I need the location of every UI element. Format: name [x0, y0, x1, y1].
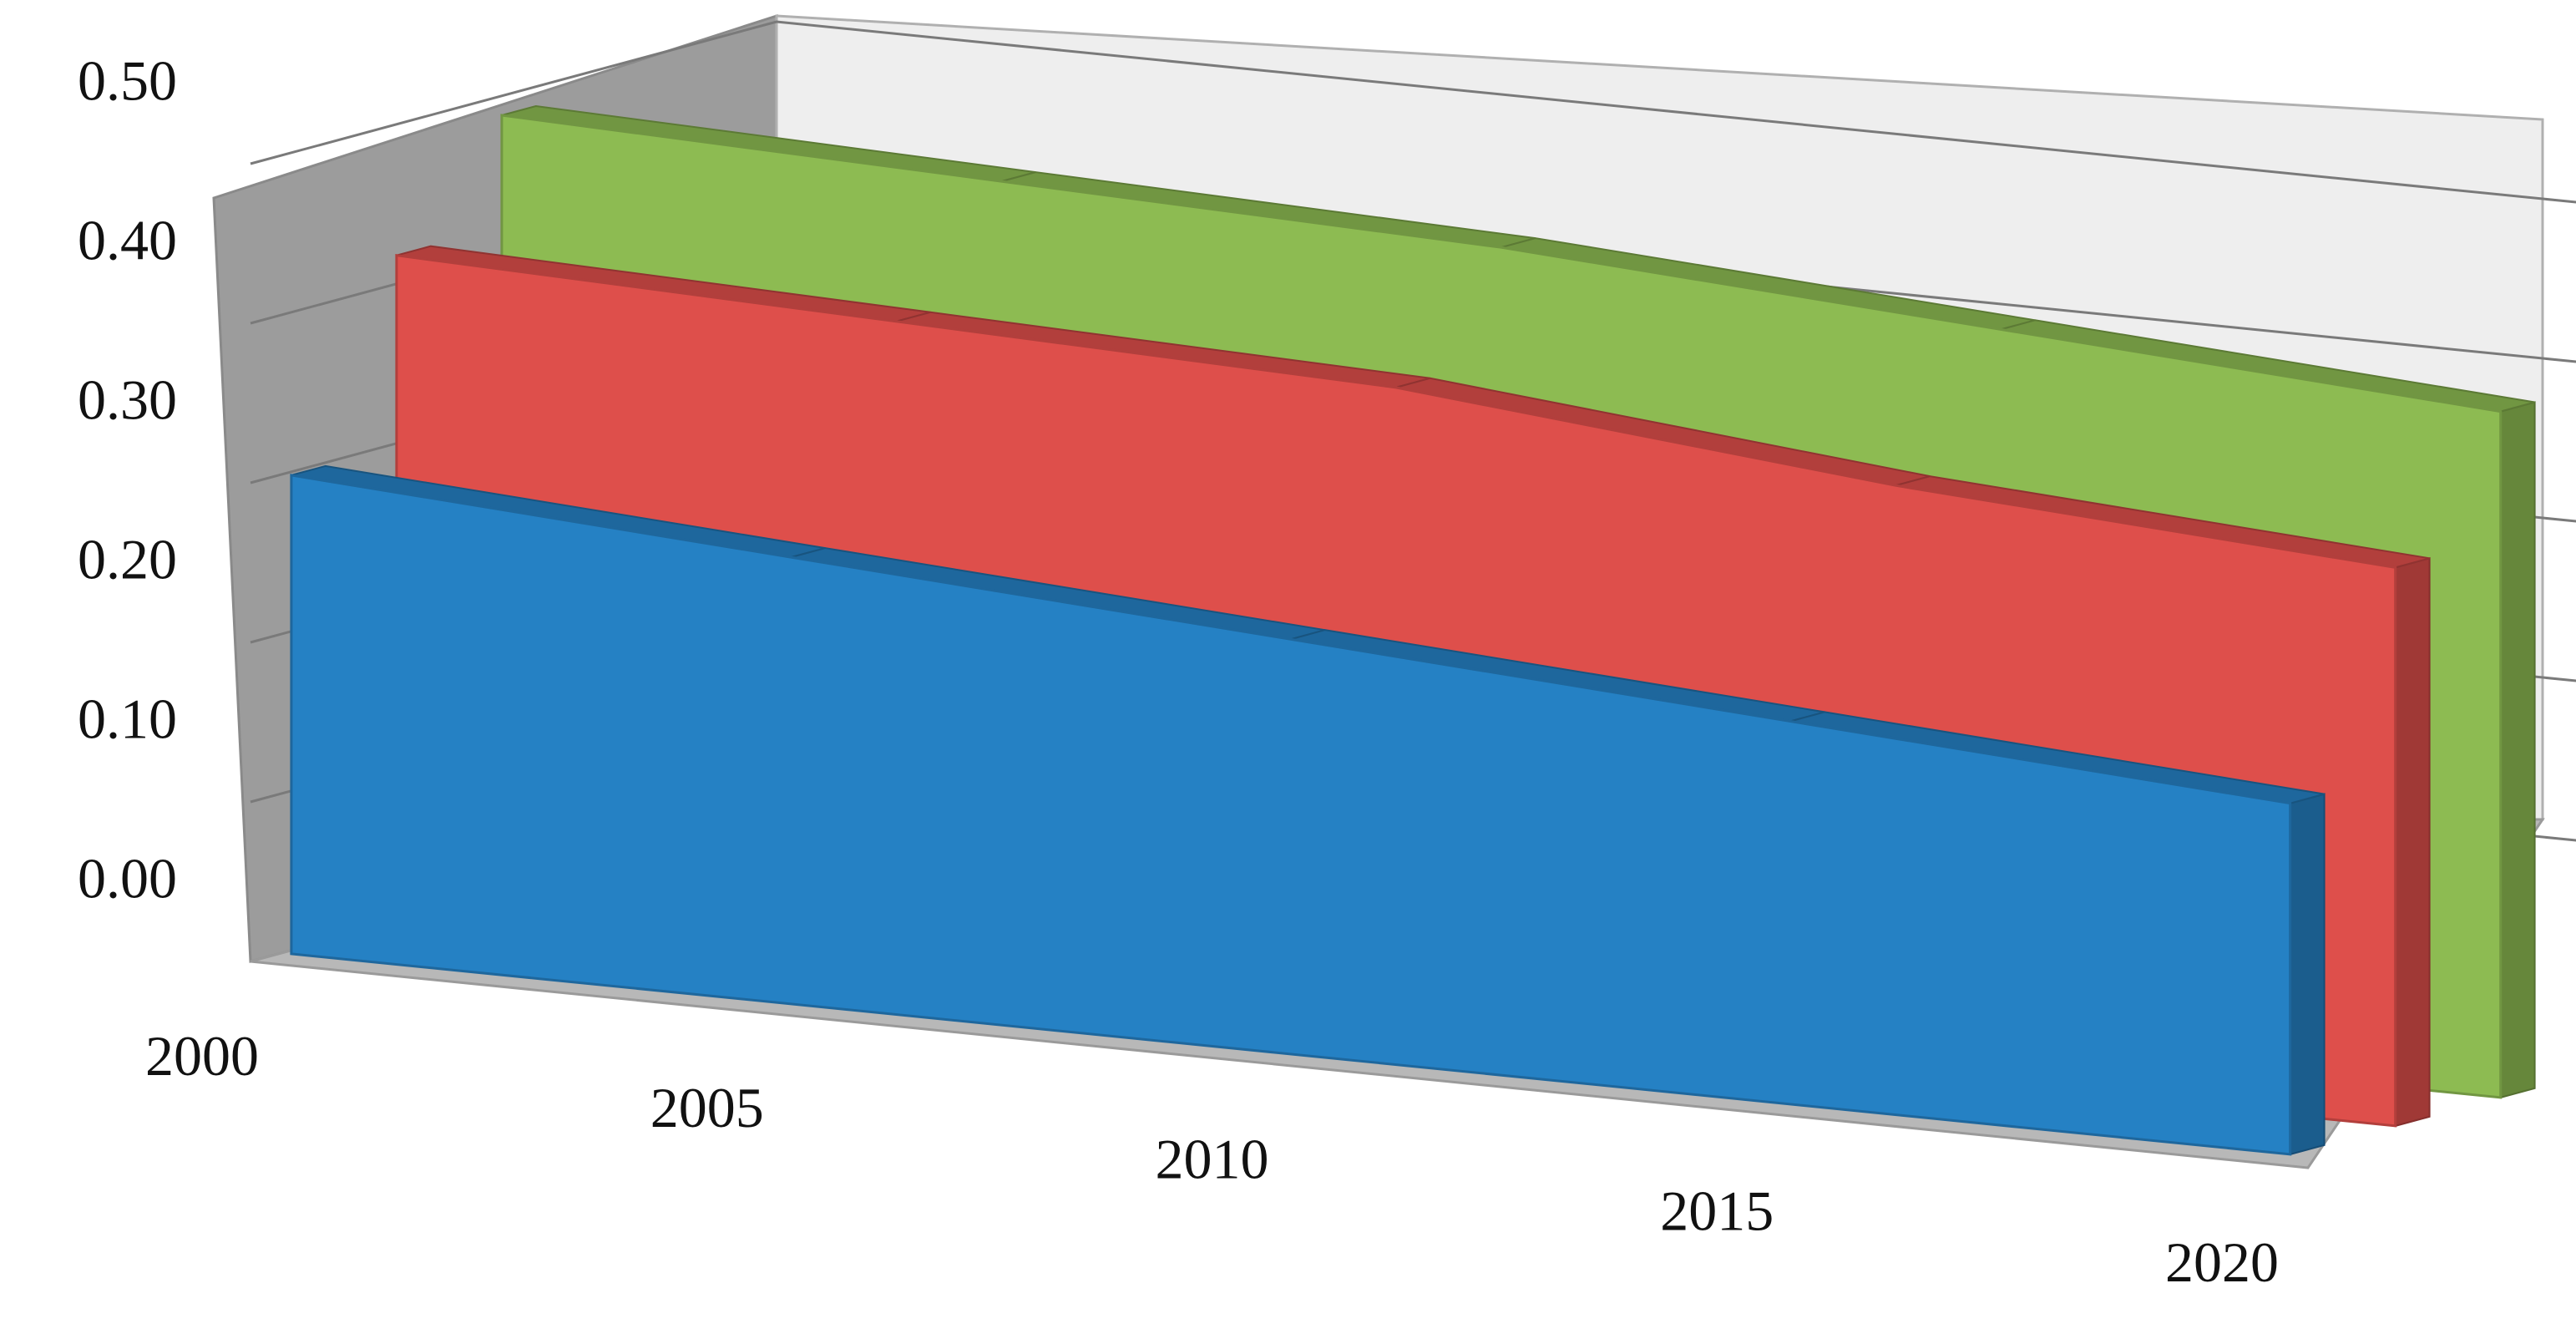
- y-tick-label: 0.50: [78, 49, 177, 113]
- x-axis-tick-labels: 2000 2005 2010 2015 2020: [145, 1024, 2279, 1294]
- y-tick-label: 0.30: [78, 368, 177, 432]
- x-tick-label: 2000: [145, 1024, 259, 1088]
- ribbons: [290, 104, 2536, 1156]
- x-tick-label: 2020: [2165, 1230, 2279, 1294]
- x-tick-label: 2015: [1660, 1179, 1774, 1242]
- ribbon-front-face: [290, 474, 2292, 1156]
- y-tick-label: 0.40: [78, 209, 177, 272]
- ribbon-end-face: [2289, 793, 2325, 1156]
- y-axis-tick-labels: 0.00 0.10 0.20 0.30 0.40 0.50: [78, 49, 177, 910]
- x-tick-label: 2005: [650, 1076, 764, 1139]
- y-tick-label: 0.00: [78, 847, 177, 910]
- y-tick-label: 0.20: [78, 528, 177, 591]
- series-ribbon: [290, 464, 2325, 1156]
- gridline: [250, 20, 2576, 204]
- ribbon-end-face: [2394, 556, 2431, 1128]
- y-tick-label: 0.10: [78, 687, 177, 751]
- x-tick-label: 2010: [1156, 1128, 1269, 1191]
- ribbon-end-face: [2499, 401, 2536, 1099]
